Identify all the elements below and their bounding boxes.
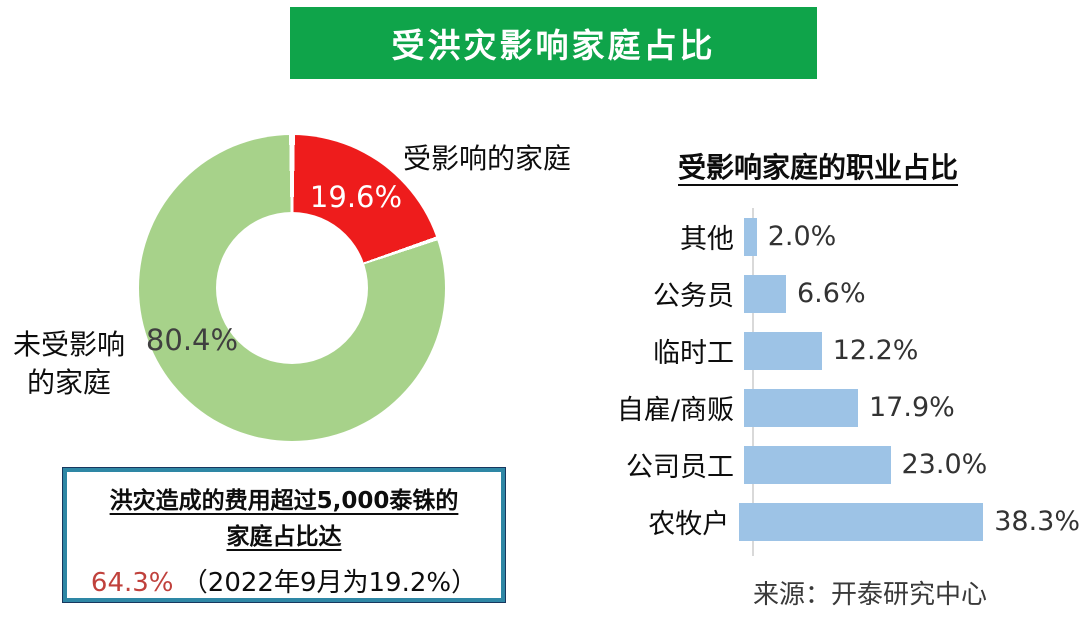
bar-value-label: 23.0%	[901, 449, 988, 480]
bar	[744, 217, 757, 256]
bar-track: 6.6%	[744, 274, 1080, 313]
bar	[739, 502, 984, 541]
donut-affected-value-label: 19.6%	[309, 180, 403, 214]
bar-category-label: 临时工	[653, 338, 734, 369]
bar	[744, 274, 786, 313]
bar-track: 17.9%	[744, 388, 1080, 427]
bar-rows: 其他 2.0% 公务员 6.6% 临时工 12.2% 自雇/商贩 17.9% 公司员工 23.0%…	[558, 208, 1080, 550]
bar-track: 38.3%	[739, 502, 1080, 541]
bar-value-label: 12.2%	[832, 335, 919, 366]
bar-row: 自雇/商贩 17.9%	[558, 379, 1080, 436]
donut-unaffected-label-line1: 未受影响	[12, 328, 125, 361]
bar-category-label: 自雇/商贩	[616, 395, 734, 426]
page-title: 受洪灾影响家庭占比	[391, 26, 716, 65]
bar-category-label: 公务员	[653, 281, 734, 312]
bar-category-label: 公司员工	[626, 452, 734, 483]
bar-value-label: 17.9%	[869, 392, 955, 423]
callout-text-line1: 洪灾造成的费用超过5,000泰铢的	[109, 488, 459, 514]
bar-row: 临时工 12.2%	[558, 322, 1080, 379]
donut-unaffected-category-label: 未受影响 的家庭	[0, 326, 138, 402]
callout-highlight-value: 64.3%	[90, 568, 174, 599]
bar-category-label: 农牧户	[648, 509, 730, 540]
source-credit: 来源：开泰研究中心	[753, 580, 988, 610]
bar-chart-axis-line	[752, 208, 754, 556]
bar-row: 其他 2.0%	[558, 208, 1080, 265]
donut-hole	[216, 212, 368, 364]
callout-stats: 64.3% （2022年9月为19.2%）	[67, 562, 501, 599]
donut-chart: 19.6% 80.4%	[139, 135, 445, 441]
callout-note: （2022年9月为19.2%）	[181, 568, 478, 599]
bar-row: 农牧户 38.3%	[558, 493, 1080, 550]
bar-track: 23.0%	[744, 445, 1080, 484]
bar-category-label: 其他	[680, 224, 734, 255]
bar-value-label: 38.3%	[994, 506, 1080, 537]
bar	[744, 445, 891, 484]
donut-unaffected-value-label: 80.4%	[145, 323, 239, 357]
bar-value-label: 6.6%	[797, 278, 866, 309]
bar	[744, 331, 822, 370]
bar-chart-title: 受影响家庭的职业占比	[678, 151, 959, 184]
bar-row: 公务员 6.6%	[558, 265, 1080, 322]
bar-track: 2.0%	[744, 217, 1080, 256]
bar	[744, 388, 858, 427]
bar-track: 12.2%	[744, 331, 1080, 370]
page-title-banner: 受洪灾影响家庭占比	[290, 7, 817, 79]
bar-value-label: 2.0%	[767, 221, 837, 252]
callout-text-line2: 家庭占比达	[226, 523, 342, 550]
bar-row: 公司员工 23.0%	[558, 436, 1080, 493]
donut-unaffected-label-line2: 的家庭	[26, 365, 111, 399]
donut-affected-category-label: 受影响的家庭	[403, 142, 572, 175]
flood-cost-callout-box: 洪灾造成的费用超过5,000泰铢的 家庭占比达 64.3% （2022年9月为1…	[62, 467, 506, 603]
